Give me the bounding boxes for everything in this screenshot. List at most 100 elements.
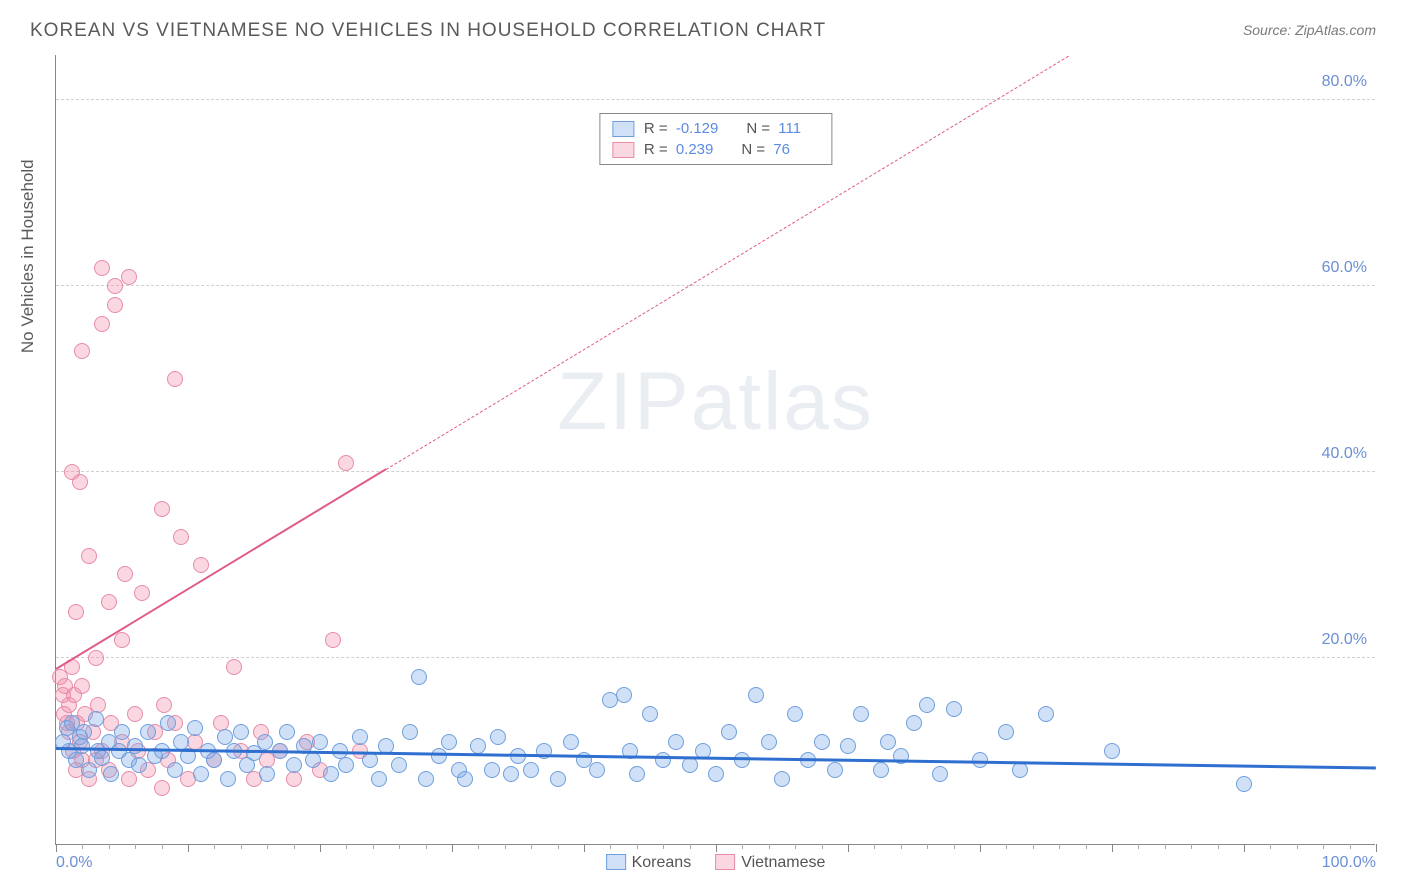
koreans-point: [1236, 776, 1252, 792]
koreans-point: [402, 724, 418, 740]
x-minor-tick: [1059, 844, 1060, 849]
koreans-point: [563, 734, 579, 750]
koreans-point: [668, 734, 684, 750]
y-tick-label: 40.0%: [1322, 445, 1367, 463]
koreans-point: [734, 752, 750, 768]
vietnamese-point: [154, 780, 170, 796]
koreans-point: [352, 729, 368, 745]
x-minor-tick: [426, 844, 427, 849]
koreans-point: [616, 687, 632, 703]
legend-r-label: R = 0.239: [644, 141, 731, 158]
x-major-tick: [1244, 844, 1245, 852]
koreans-point: [312, 734, 328, 750]
x-minor-tick: [742, 844, 743, 849]
x-minor-tick: [478, 844, 479, 849]
vietnamese-point: [338, 455, 354, 471]
vietnamese-point: [88, 650, 104, 666]
x-minor-tick: [1270, 844, 1271, 849]
koreans-point: [748, 687, 764, 703]
x-minor-tick: [1297, 844, 1298, 849]
vietnamese-point: [127, 706, 143, 722]
x-minor-tick: [267, 844, 268, 849]
x-major-tick: [56, 844, 57, 852]
x-major-tick: [584, 844, 585, 852]
x-minor-tick: [346, 844, 347, 849]
koreans-point: [470, 738, 486, 754]
vietnamese-point: [154, 501, 170, 517]
koreans-point: [259, 766, 275, 782]
koreans-point: [76, 724, 92, 740]
koreans-point: [457, 771, 473, 787]
vietnamese-point: [81, 548, 97, 564]
vietnamese-point: [167, 371, 183, 387]
koreans-point: [1038, 706, 1054, 722]
legend-item-vietnamese: Vietnamese: [715, 854, 825, 872]
x-major-tick: [1112, 844, 1113, 852]
legend-swatch: [715, 854, 735, 870]
vietnamese-point: [121, 771, 137, 787]
koreans-point: [998, 724, 1014, 740]
x-minor-tick: [162, 844, 163, 849]
x-minor-tick: [1350, 844, 1351, 849]
grid-line: [56, 99, 1375, 100]
legend-n-label: N = 111: [746, 120, 819, 137]
x-major-tick: [452, 844, 453, 852]
vietnamese-point: [74, 343, 90, 359]
x-minor-tick: [241, 844, 242, 849]
grid-line: [56, 285, 1375, 286]
source-attribution: Source: ZipAtlas.com: [1243, 22, 1376, 38]
x-minor-tick: [927, 844, 928, 849]
koreans-point: [81, 762, 97, 778]
koreans-point: [827, 762, 843, 778]
x-minor-tick: [214, 844, 215, 849]
vietnamese-point: [74, 678, 90, 694]
koreans-point: [131, 757, 147, 773]
x-minor-tick: [399, 844, 400, 849]
x-tick-label: 0.0%: [56, 854, 92, 872]
legend-r-label: R = -0.129: [644, 120, 736, 137]
koreans-point: [411, 669, 427, 685]
koreans-point: [127, 738, 143, 754]
legend-swatch: [606, 854, 626, 870]
legend-row-koreans: R = -0.129 N = 111: [600, 118, 831, 139]
koreans-point: [490, 729, 506, 745]
koreans-point: [160, 715, 176, 731]
x-minor-tick: [294, 844, 295, 849]
vietnamese-point: [94, 316, 110, 332]
vietnamese-point: [101, 594, 117, 610]
x-minor-tick: [795, 844, 796, 849]
koreans-point: [589, 762, 605, 778]
koreans-point: [761, 734, 777, 750]
x-tick-label: 100.0%: [1322, 854, 1376, 872]
koreans-point: [88, 711, 104, 727]
vietnamese-point: [121, 269, 137, 285]
y-axis-label: No Vehicles in Household: [18, 159, 38, 353]
y-tick-label: 60.0%: [1322, 259, 1367, 277]
x-minor-tick: [1191, 844, 1192, 849]
koreans-point: [919, 697, 935, 713]
x-major-tick: [188, 844, 189, 852]
legend-item-koreans: Koreans: [606, 854, 692, 872]
koreans-point: [391, 757, 407, 773]
y-tick-label: 20.0%: [1322, 631, 1367, 649]
x-major-tick: [320, 844, 321, 852]
koreans-point: [840, 738, 856, 754]
x-minor-tick: [558, 844, 559, 849]
koreans-point: [140, 724, 156, 740]
koreans-point: [814, 734, 830, 750]
koreans-point: [206, 752, 222, 768]
x-minor-tick: [531, 844, 532, 849]
koreans-point: [1104, 743, 1120, 759]
chart-container: KOREAN VS VIETNAMESE NO VEHICLES IN HOUS…: [0, 0, 1406, 892]
x-major-tick: [716, 844, 717, 852]
legend-n-label: N = 76: [741, 141, 808, 158]
koreans-point: [655, 752, 671, 768]
vietnamese-point: [226, 659, 242, 675]
grid-line: [56, 657, 1375, 658]
x-minor-tick: [637, 844, 638, 849]
koreans-point: [946, 701, 962, 717]
x-minor-tick: [82, 844, 83, 849]
vietnamese-point: [156, 697, 172, 713]
vietnamese-point: [68, 604, 84, 620]
x-minor-tick: [1165, 844, 1166, 849]
